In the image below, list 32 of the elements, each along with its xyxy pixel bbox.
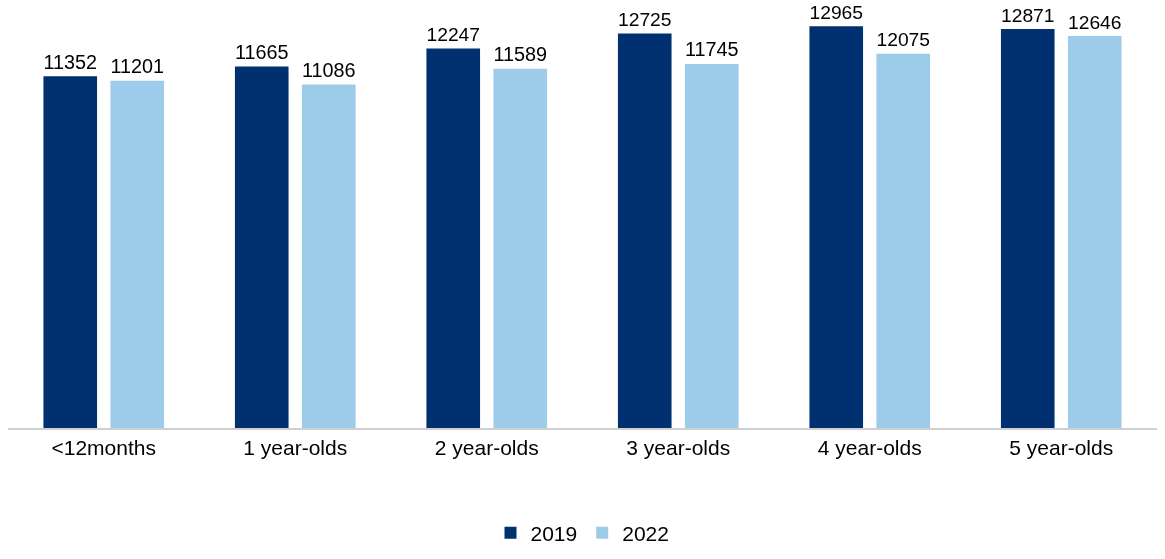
- bar: [493, 68, 548, 428]
- data-label: 12075: [876, 29, 931, 51]
- data-label: 11745: [684, 38, 739, 61]
- data-label: 11352: [43, 50, 98, 73]
- data-label: 12247: [426, 24, 481, 46]
- legend-label: 2022: [622, 521, 669, 545]
- x-tick-label: <12months: [51, 435, 156, 459]
- bar: [684, 63, 739, 428]
- data-label: 11589: [493, 43, 548, 66]
- data-label: 12871: [1000, 4, 1055, 26]
- bar: [1067, 36, 1122, 428]
- x-tick-label: 2 year-olds: [434, 435, 539, 459]
- bar: [617, 33, 672, 428]
- bar: [809, 26, 864, 428]
- x-tick-label: 3 year-olds: [626, 435, 731, 459]
- bar: [110, 80, 165, 428]
- data-label: 12965: [809, 1, 864, 23]
- bar: [876, 53, 931, 428]
- data-label: 11665: [234, 40, 289, 63]
- bar: [43, 76, 98, 428]
- x-tick-label: 1 year-olds: [243, 435, 348, 459]
- bar: [301, 84, 356, 428]
- bar: [1000, 29, 1055, 428]
- data-label: 12725: [617, 9, 672, 31]
- data-label: 11201: [110, 55, 165, 78]
- data-label: 11086: [301, 58, 356, 81]
- legend-label: 2019: [530, 521, 578, 545]
- data-label: 12646: [1067, 11, 1122, 33]
- bar: [426, 48, 481, 428]
- bar: [234, 66, 289, 428]
- x-tick-label: 5 year-olds: [1009, 435, 1114, 459]
- x-tick-label: 4 year-olds: [817, 435, 922, 459]
